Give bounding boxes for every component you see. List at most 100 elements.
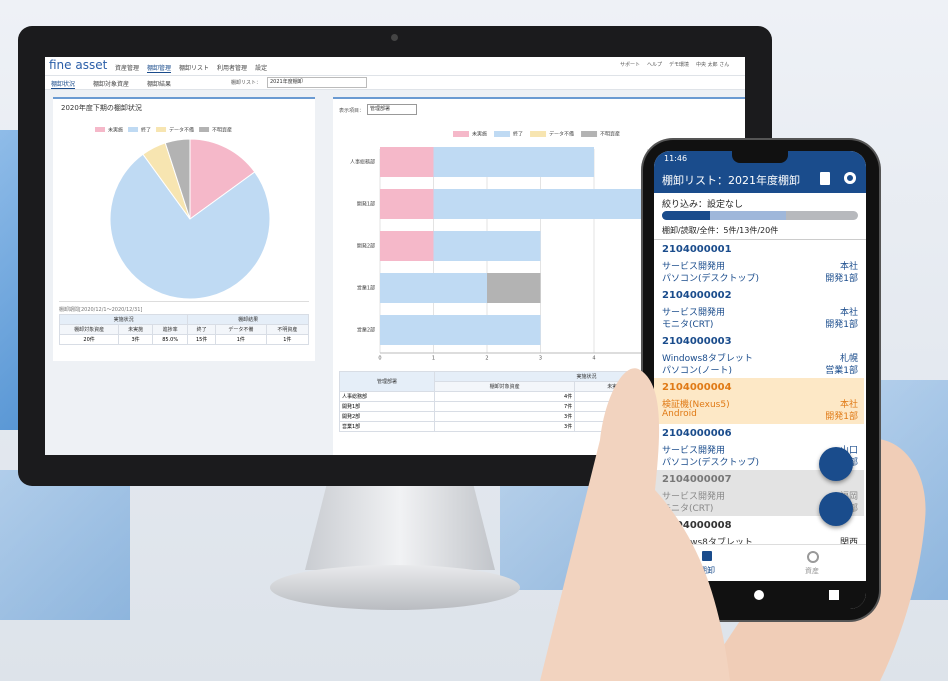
notch (732, 151, 788, 163)
bar-segment (380, 315, 541, 345)
item-dept: 開発1部 (825, 274, 858, 284)
app-title: 棚卸リスト：2021年度棚卸 (662, 174, 800, 187)
nav-icon[interactable] (702, 551, 712, 561)
settings-icon[interactable] (844, 172, 856, 184)
bar-segment (380, 231, 434, 261)
item-type: Android (662, 409, 697, 419)
item-id: 2104000001 (662, 244, 732, 255)
legend-label: 終了 (141, 127, 151, 134)
table-cell: 1件 (265, 334, 310, 345)
pie-panel: 2020年度下期の棚卸状況 未実施 終了 データ不備 不明資産 棚卸期間[2020/12/… (53, 97, 315, 361)
y-tick-label: 営業1部 (357, 285, 375, 292)
camera-fab[interactable] (819, 447, 853, 481)
progress-done (662, 211, 710, 220)
nav-icon[interactable] (807, 551, 819, 563)
system-nav (654, 581, 866, 609)
legend-label: データ不備 (549, 131, 574, 138)
list-item[interactable]: 2104000002 サービス開発用 本社 モニタ(CRT) 開発1部 (654, 286, 864, 333)
nav: 資産管理 棚卸管理 棚卸リスト 利用者管理 設定 (115, 63, 267, 73)
y-tick-label: 開発2部 (357, 243, 375, 250)
item-id: 2104000004 (662, 382, 732, 393)
legend-label: 未実施 (472, 131, 487, 138)
item-id: 2104000006 (662, 428, 732, 439)
bar-segment (433, 147, 594, 177)
nav-item[interactable]: 棚卸リスト (179, 65, 210, 72)
legend-swatch (494, 131, 511, 137)
progress-read (662, 211, 786, 220)
bar-segment (380, 147, 434, 177)
nav-item[interactable]: 棚卸管理 (147, 65, 172, 73)
display-select[interactable]: 管理部署 (367, 104, 417, 115)
filter: 絞り込み：設定なし (662, 200, 744, 210)
legend-label: 不明資産 (212, 127, 232, 134)
legend-swatch (156, 127, 167, 132)
list-item[interactable]: 2104000003 Windows8タブレット 札幌 パソコン(ノート) 営業1部 (654, 332, 864, 379)
bar-segment (380, 273, 487, 303)
home-button[interactable] (754, 590, 764, 600)
list-select[interactable]: 2021年度棚卸 (267, 77, 367, 88)
x-tick-label: 4 (592, 356, 595, 362)
list-item[interactable]: 2104000001 サービス開発用 本社パソコン(デスクトップ) 開発1部 (654, 240, 864, 287)
item-location: 福岡 (839, 492, 858, 502)
pie-slice (109, 153, 271, 300)
x-tick-label: 3 (539, 356, 542, 362)
header-link[interactable]: 中央 太郎 さん (696, 62, 730, 68)
status-time: 11:46 (664, 154, 688, 163)
header-link[interactable]: ヘルプ (647, 62, 663, 68)
summary-table: 実施状況 棚卸結果 棚卸対象資産 未実施 進捗率 終了 データ不備 不明資産 20件 3件 85.0… (58, 314, 310, 345)
item-dept: 開発1部 (825, 320, 858, 330)
nav-item[interactable]: 設定 (255, 65, 268, 72)
table-row: 棚卸対象資産 未実施 進捗率 終了 データ不備 不明資産 (58, 324, 310, 335)
header-link[interactable]: サポート (620, 62, 641, 68)
tab[interactable]: 棚卸状況 (51, 81, 76, 89)
item-id: 2104000007 (662, 474, 732, 485)
legend-label: 不明資産 (600, 131, 620, 138)
table-header: 管理部署 (339, 371, 435, 392)
phone-screen: 11:46 棚卸リスト：2021年度棚卸 絞り込み：設定なし 棚卸/読取/全件：… (654, 151, 866, 609)
list-item[interactable]: 2104000004 検証機(Nexus5) 本社 Android 開発1部 (654, 378, 864, 425)
monitor-stand (305, 480, 495, 570)
item-location: 本社 (839, 262, 858, 272)
tab[interactable]: 棚卸対象資産 (93, 81, 130, 88)
item-type: モニタ(CRT) (662, 320, 714, 330)
doc-icon[interactable] (820, 172, 830, 185)
legend-label: データ不備 (169, 127, 194, 134)
list-label: 棚卸リスト： (231, 80, 262, 86)
y-tick-label: 開発1部 (357, 201, 375, 208)
header-right: サポート ヘルプ デモ環境 中央 太郎 さん (620, 61, 729, 68)
nav-label[interactable]: 資産 (805, 567, 819, 575)
item-name: Windows8タブレット (662, 354, 753, 364)
table-row: 20件 3件 85.0% 15件 1件 1件 (58, 334, 310, 345)
item-type: パソコン(デスクトップ) (662, 274, 760, 284)
item-type: パソコン(デスクトップ) (662, 458, 760, 468)
item-name: サービス開発用 (662, 262, 726, 272)
divider (59, 301, 309, 302)
table-cell: 20件 (58, 334, 120, 345)
scan-fab[interactable] (819, 492, 853, 526)
y-tick-label: 人事総務部 (350, 159, 375, 166)
nav-item[interactable]: 資産管理 (115, 65, 140, 72)
period: 棚卸期間[2020/12/1～2020/12/31] (59, 307, 143, 313)
header-link[interactable]: デモ環境 (669, 62, 690, 68)
y-tick-label: 営業2部 (357, 327, 375, 334)
progress-text: 棚卸/読取/全件：5件/13件/20件 (662, 226, 779, 235)
legend-swatch (95, 127, 105, 132)
header-bar: fine asset 資産管理 棚卸管理 棚卸リスト 利用者管理 設定 サポート ヘルプデ… (45, 57, 745, 76)
progress-bar (662, 211, 858, 220)
back-button[interactable] (684, 590, 692, 600)
legend-swatch (128, 127, 139, 132)
tabs: 棚卸状況 棚卸対象資産 棚卸結果 (51, 79, 171, 89)
bar-segment (487, 273, 541, 303)
tab[interactable]: 棚卸結果 (147, 81, 172, 88)
legend-swatch (530, 131, 547, 137)
nav-label[interactable]: 棚卸 (699, 566, 715, 575)
bar-segment (433, 231, 541, 261)
item-id: 2104000008 (662, 520, 732, 531)
display-label: 表示項目： (339, 108, 365, 114)
item-location: 札幌 (839, 354, 858, 364)
recent-button[interactable] (829, 590, 839, 600)
nav-item[interactable]: 利用者管理 (217, 65, 248, 72)
table-cell: 85.0% (151, 334, 189, 345)
item-dept: 営業1部 (825, 366, 858, 376)
